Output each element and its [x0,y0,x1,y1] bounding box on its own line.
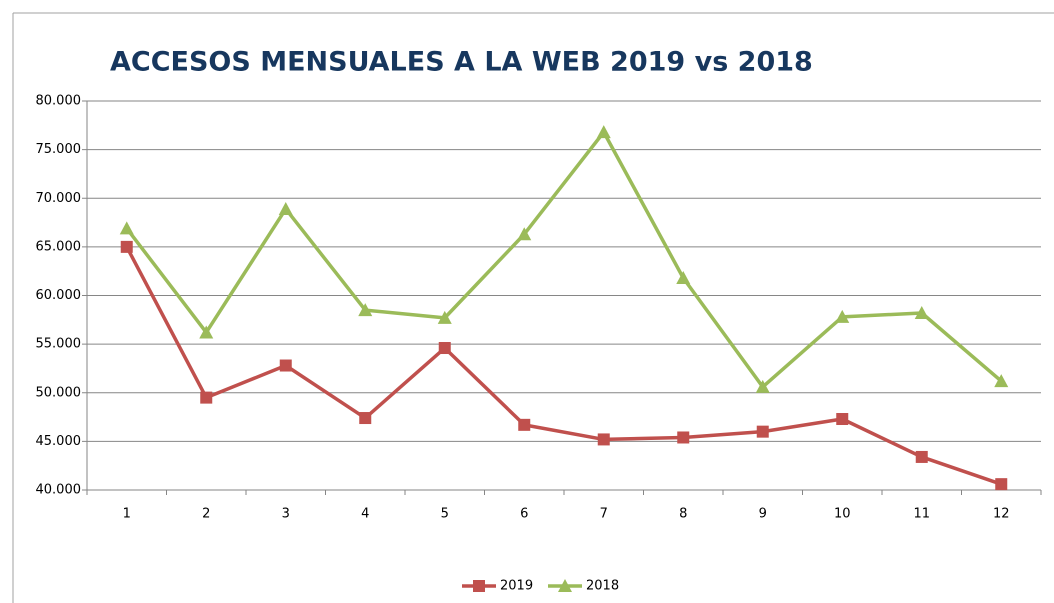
y-tick-label: 40.000 [36,483,82,498]
y-tick-label: 60.000 [36,288,82,303]
x-tick-label: 2 [202,507,210,522]
x-tick-label: 7 [600,507,608,522]
point-marker [120,240,133,253]
point-marker [677,431,690,444]
point-marker [755,379,770,393]
point-marker [518,418,531,431]
series-line [125,246,1002,486]
y-tick-label: 65.000 [36,239,82,254]
point-marker [835,309,850,323]
point-marker [676,270,691,284]
point-marker [995,478,1008,491]
point-marker [279,359,292,372]
point-marker [358,303,373,317]
chart-title: ACCESOS MENSUALES A LA WEB 2019 vs 2018 [110,47,813,78]
y-tick-label: 80.000 [36,94,82,109]
point-marker [994,374,1009,388]
x-tick-label: 4 [361,507,369,522]
x-tick-label: 6 [520,507,528,522]
point-marker [517,227,532,241]
legend-marker [558,579,572,592]
y-tick-label: 45.000 [36,434,82,449]
y-tick-label: 75.000 [36,142,82,157]
series-line [125,130,1003,389]
x-tick-label: 12 [993,507,1010,522]
x-tick-label: 3 [282,507,290,522]
x-tick-label: 8 [679,507,687,522]
point-marker [200,391,213,404]
point-marker [119,221,134,235]
x-tick-label: 10 [834,507,851,522]
legend-label: 2018 [586,579,619,594]
point-marker [915,450,928,463]
point-marker [199,325,214,339]
x-tick-label: 5 [441,507,449,522]
y-tick-label: 55.000 [36,337,82,352]
point-marker [836,413,849,426]
x-tick-label: 1 [123,507,131,522]
legend-label: 2019 [500,579,533,594]
point-marker [359,412,372,425]
point-marker [438,342,451,355]
y-tick-label: 70.000 [36,191,82,206]
point-marker [596,125,611,139]
x-tick-label: 11 [913,507,930,522]
y-tick-label: 50.000 [36,385,82,400]
point-marker [597,433,610,446]
point-marker [437,310,452,324]
x-tick-label: 9 [759,507,767,522]
point-marker [756,425,769,438]
legend-marker [473,580,485,592]
point-marker [278,201,293,215]
point-marker [914,306,929,320]
